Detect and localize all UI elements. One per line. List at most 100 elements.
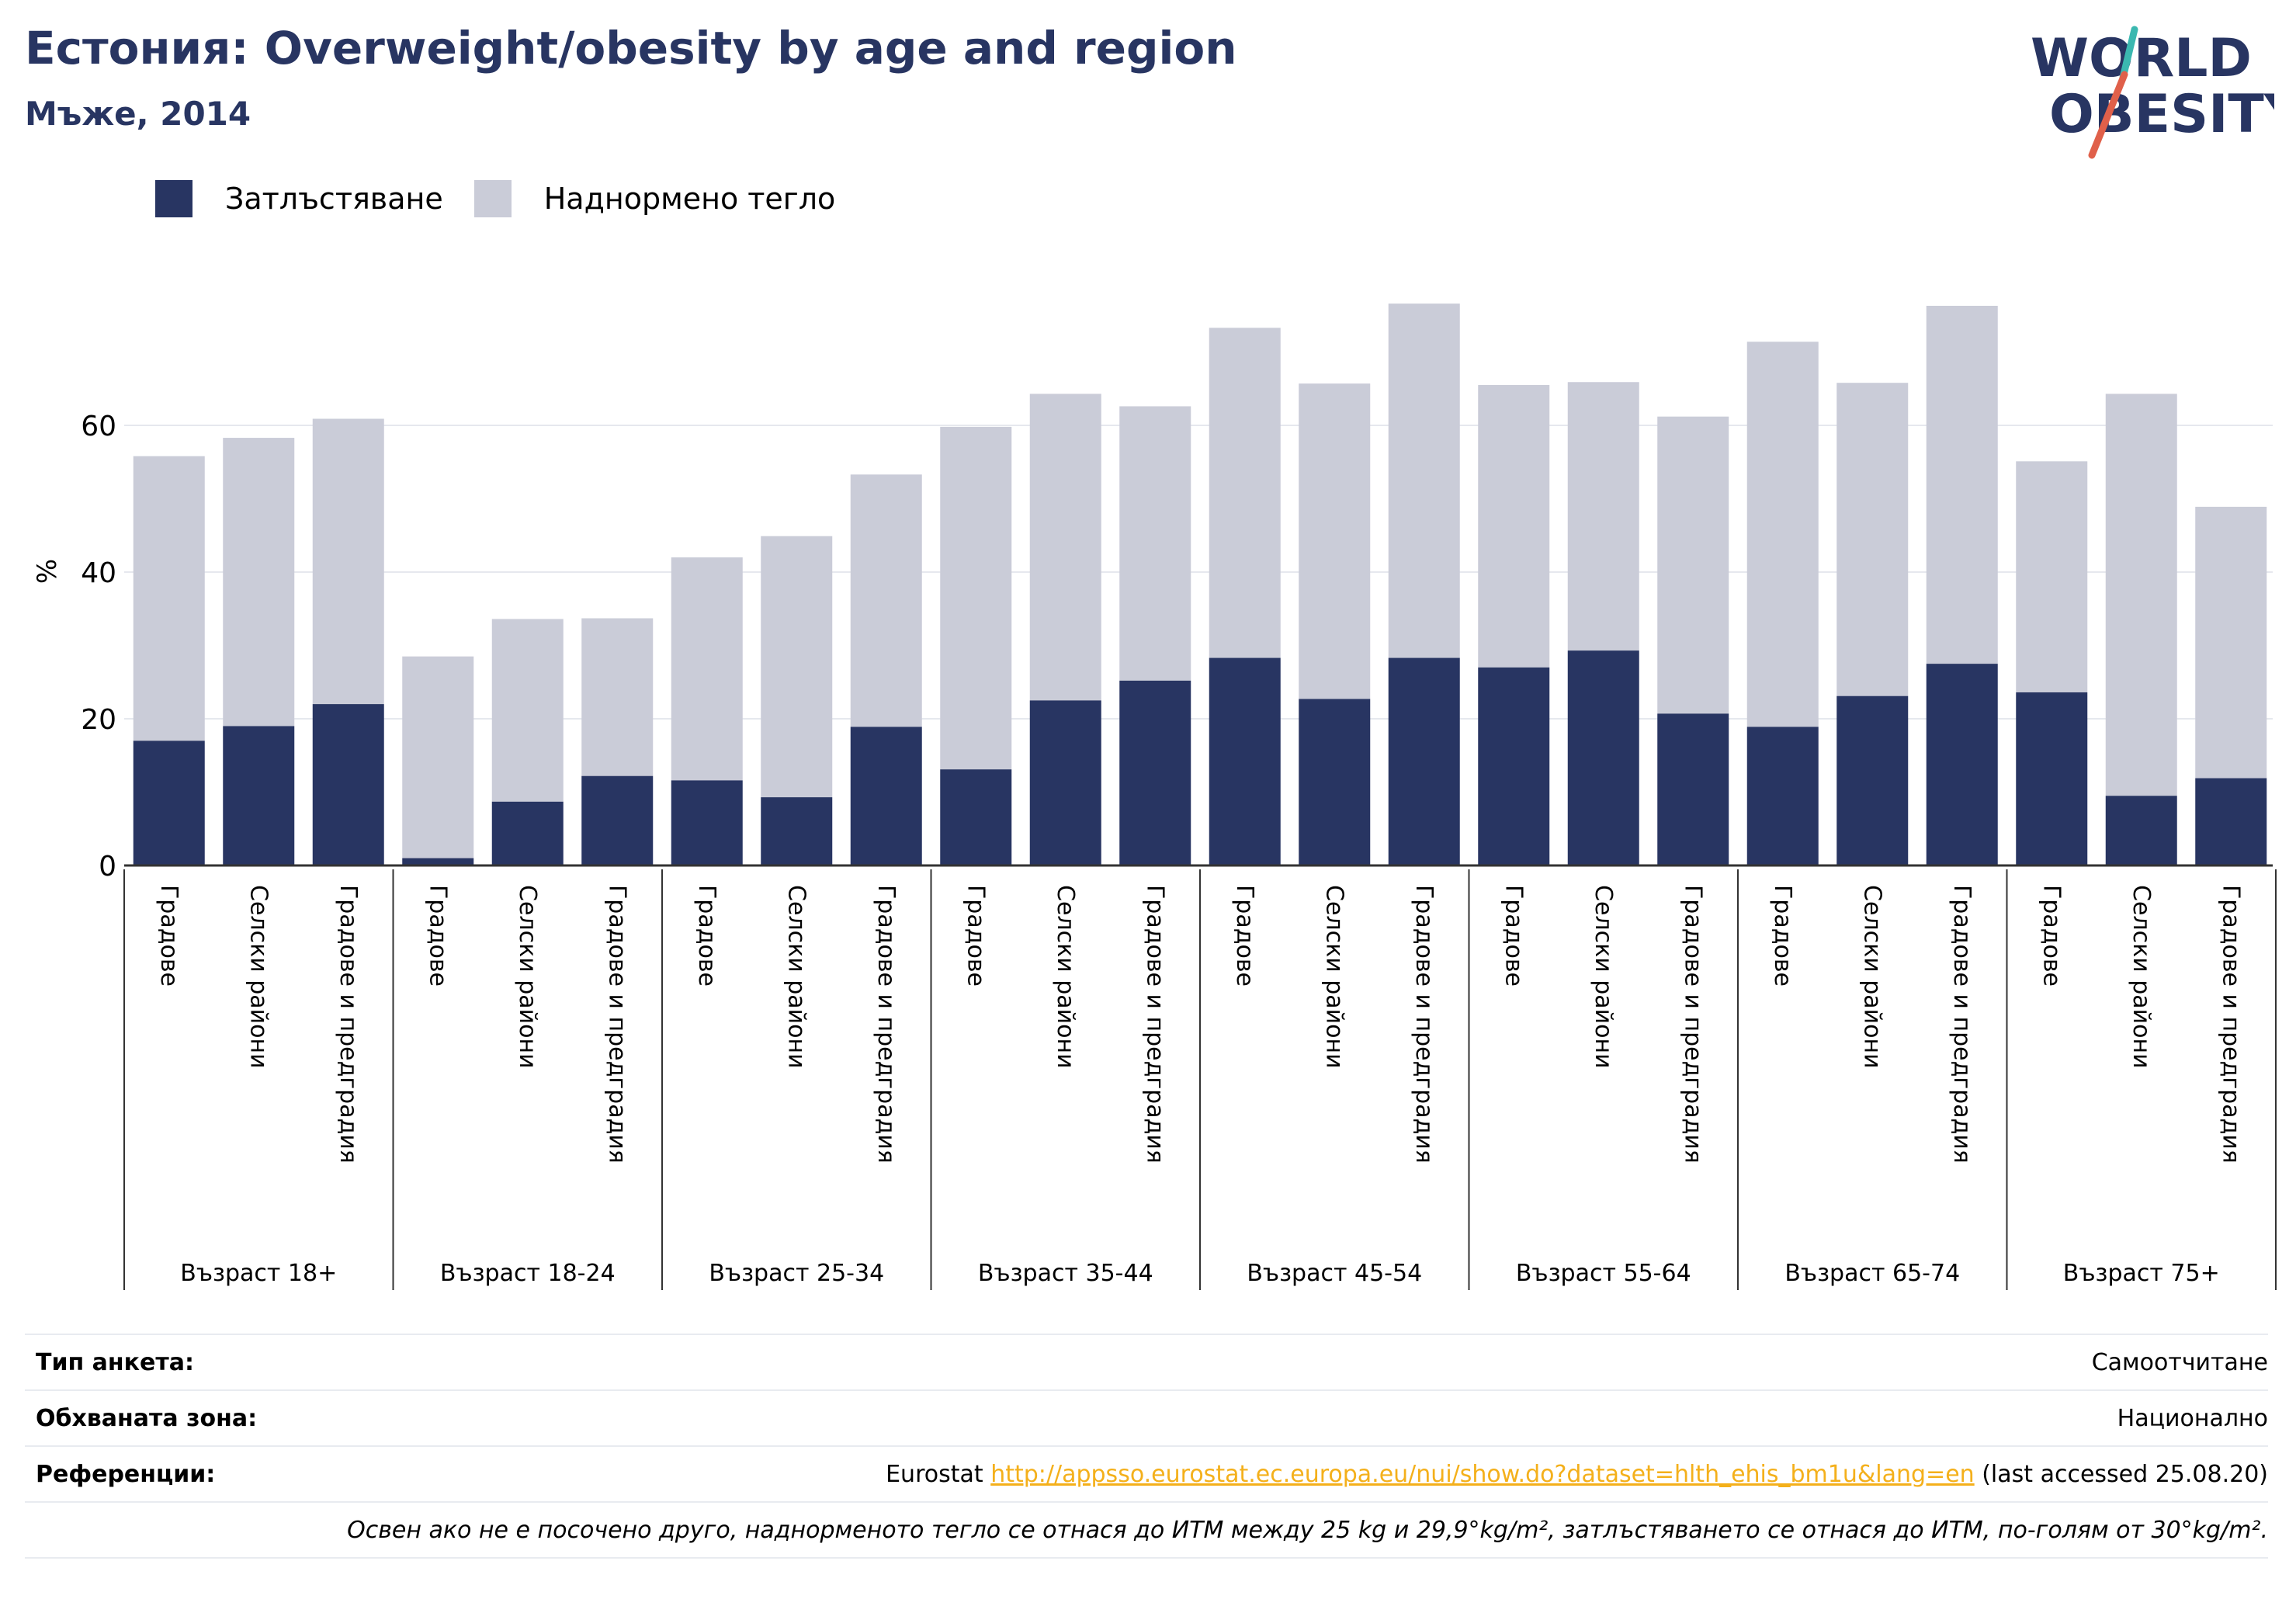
logo-slash-teal <box>2119 26 2138 82</box>
group-label: Възраст 18+ <box>180 1260 337 1287</box>
references-label: Референции: <box>36 1460 216 1488</box>
legend-label-overweight: Наднормено тегло <box>543 182 836 216</box>
x-tick-label: Градове <box>2038 885 2065 987</box>
bar-overweight <box>1388 303 1460 658</box>
bar-overweight <box>761 536 833 798</box>
info-row-note: Освен ако не е посочено друго, наднормен… <box>25 1501 2268 1559</box>
bar-obesity <box>1209 657 1281 865</box>
x-tick-label: Селски райони <box>2128 885 2155 1069</box>
survey-type-value: Самоотчитане <box>2091 1348 2268 1376</box>
bar-obesity <box>940 769 1012 865</box>
y-tick-label: 60 <box>81 411 116 442</box>
chart-subtitle: Мъже, 2014 <box>25 95 251 133</box>
bar-overweight <box>1657 416 1729 714</box>
chart-legend: Затлъстяване Наднормено тегло <box>155 177 866 220</box>
x-tick-label: Градове и предградия <box>603 885 630 1164</box>
x-tick-label: Градове и предградия <box>1679 885 1706 1164</box>
bar-obesity <box>850 727 922 865</box>
x-tick-label: Селски райони <box>245 885 272 1069</box>
bar-obesity <box>1836 695 1909 865</box>
x-tick-label: Градове и предградия <box>1948 885 1975 1164</box>
y-tick-label: 40 <box>81 557 116 589</box>
bar-overweight <box>1209 328 1281 658</box>
bar-obesity <box>2105 796 2177 865</box>
coverage-value: Национално <box>2117 1404 2268 1432</box>
bar-obesity <box>133 741 205 865</box>
bar-overweight <box>1299 383 1371 699</box>
logo-line1: WORLD <box>2031 28 2252 89</box>
bar-obesity <box>1657 713 1729 865</box>
definition-note: Освен ако не е посочено друго, наднормен… <box>347 1516 2268 1544</box>
bar-overweight <box>491 619 564 802</box>
x-tick-label: Градове и предградия <box>1410 885 1438 1164</box>
y-tick-label: 0 <box>99 851 116 883</box>
x-tick-label: Градове <box>1231 885 1258 987</box>
x-tick-label: Градове <box>693 885 720 987</box>
bar-overweight <box>671 557 743 781</box>
bar-overweight <box>1836 383 1909 696</box>
logo-slash-red <box>2088 71 2128 159</box>
bar-obesity <box>1567 650 1639 865</box>
group-label: Възраст 25-34 <box>709 1260 884 1287</box>
references-value: Eurostat http://appsso.eurostat.ec.europ… <box>886 1461 2268 1488</box>
bar-obesity <box>402 858 474 865</box>
bar-obesity <box>671 780 743 865</box>
bar-overweight <box>581 618 654 776</box>
x-tick-label: Градове <box>1769 885 1796 987</box>
references-accessed: (last accessed 25.08.20) <box>1982 1460 2268 1488</box>
bar-overweight <box>402 656 474 858</box>
bar-overweight <box>1567 382 1639 651</box>
stacked-bar-chart: 0 20 40 60% Градове Селски райони Градове и пр… <box>32 303 2277 1290</box>
bar-obesity <box>1119 680 1191 865</box>
x-tick-label: Селски райони <box>1320 885 1347 1069</box>
x-tick-label: Градове <box>155 885 182 987</box>
x-tick-label: Градове и предградия <box>1141 885 1168 1164</box>
x-tick-label: Селски райони <box>1858 885 1885 1069</box>
logo-line2: OBESITY <box>2049 84 2274 145</box>
bar-overweight <box>2105 394 2177 796</box>
bar-overweight <box>1746 342 1819 727</box>
y-tick-label: 20 <box>81 704 116 736</box>
legend-label-obesity: Затлъстяване <box>225 182 443 216</box>
info-row-survey: Тип анкета: Самоотчитане <box>25 1334 2268 1389</box>
group-label: Възраст 65-74 <box>1784 1260 1960 1287</box>
group-label: Възраст 55-64 <box>1516 1260 1691 1287</box>
bar-obesity <box>581 775 654 865</box>
coverage-label: Обхваната зона: <box>36 1404 258 1432</box>
bar-obesity <box>1029 700 1101 865</box>
x-tick-label: Селски райони <box>514 885 541 1069</box>
references-link[interactable]: http://appsso.eurostat.ec.europa.eu/nui/… <box>990 1460 1975 1488</box>
x-tick-label: Селски райони <box>1590 885 1617 1069</box>
bar-overweight <box>312 418 384 705</box>
survey-type-label: Тип анкета: <box>36 1348 194 1376</box>
group-label: Възраст 75+ <box>2063 1260 2220 1287</box>
x-tick-label: Селски райони <box>1052 885 1079 1069</box>
bar-overweight <box>2016 461 2088 692</box>
group-label: Възраст 35-44 <box>978 1260 1153 1287</box>
bar-overweight <box>1478 385 1550 668</box>
bar-obesity <box>1478 667 1550 865</box>
bar-overweight <box>1029 394 1101 701</box>
chart-title: Естония: Overweight/obesity by age and r… <box>25 22 1237 75</box>
info-row-coverage: Обхваната зона: Национално <box>25 1389 2268 1445</box>
x-tick-label: Градове и предградия <box>2217 885 2244 1164</box>
legend-swatch-overweight <box>473 180 512 217</box>
bar-obesity <box>1746 727 1819 865</box>
bar-overweight <box>940 426 1012 770</box>
world-obesity-logo: WORLD OBESITY <box>2031 26 2274 159</box>
bar-obesity <box>761 797 833 865</box>
group-label: Възраст 18-24 <box>440 1260 616 1287</box>
bar-obesity <box>1299 699 1371 865</box>
bar-overweight <box>1926 305 1998 664</box>
bar-overweight <box>223 438 295 727</box>
y-axis-label: % <box>32 559 63 584</box>
bar-obesity <box>1388 657 1460 865</box>
x-tick-label: Селски райони <box>782 885 810 1069</box>
bar-obesity <box>2195 778 2267 865</box>
x-tick-label: Градове <box>962 885 989 987</box>
legend-swatch-obesity <box>155 180 192 217</box>
x-tick-label: Градове и предградия <box>872 885 900 1164</box>
bar-overweight <box>133 456 205 741</box>
x-tick-label: Градове <box>1500 885 1527 987</box>
bar-overweight <box>1119 406 1191 681</box>
